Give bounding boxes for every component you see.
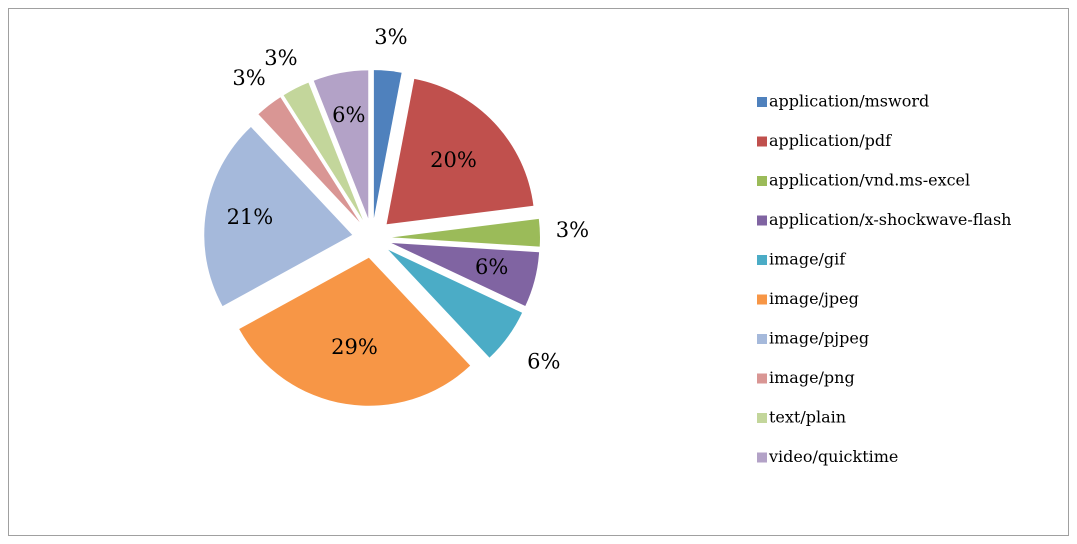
data-label: 6% bbox=[332, 103, 365, 127]
pie-slice bbox=[239, 257, 471, 406]
legend-swatch bbox=[757, 97, 767, 107]
legend-label: application/x-shockwave-flash bbox=[769, 210, 1011, 229]
legend-label: image/pjpeg bbox=[769, 329, 869, 348]
legend-label: text/plain bbox=[769, 408, 846, 427]
legend-swatch bbox=[757, 373, 767, 384]
data-label: 3% bbox=[232, 66, 265, 90]
pie-slice bbox=[391, 242, 540, 306]
data-label: 3% bbox=[264, 46, 297, 70]
data-label: 3% bbox=[374, 25, 407, 49]
data-label: 6% bbox=[475, 255, 508, 279]
legend-swatch bbox=[757, 255, 767, 265]
data-label: 21% bbox=[227, 205, 274, 229]
legend-label: image/png bbox=[769, 368, 855, 387]
pie-slice bbox=[388, 249, 523, 358]
chart-border bbox=[8, 8, 1069, 536]
pie-slice bbox=[258, 97, 360, 223]
legend-label: application/pdf bbox=[769, 131, 892, 150]
pie-slice bbox=[204, 126, 353, 307]
legend-swatch bbox=[757, 136, 767, 147]
legend-swatch bbox=[757, 413, 767, 423]
legend-swatch bbox=[757, 334, 767, 344]
pie-slice bbox=[373, 70, 402, 219]
legend-label: application/vnd.ms-excel bbox=[769, 171, 970, 190]
data-label: 29% bbox=[331, 335, 378, 359]
pie-slice bbox=[386, 78, 534, 225]
legend-label: application/msword bbox=[769, 92, 929, 111]
data-label: 6% bbox=[527, 349, 560, 373]
legend-swatch bbox=[757, 215, 767, 226]
pie-slice bbox=[313, 70, 369, 219]
pie-slice bbox=[391, 218, 540, 247]
data-label: 20% bbox=[430, 148, 477, 172]
legend-label: video/quicktime bbox=[768, 447, 898, 466]
legend-swatch bbox=[757, 294, 767, 305]
legend-label: image/gif bbox=[769, 250, 846, 269]
legend-swatch bbox=[757, 176, 767, 186]
legend-label: image/jpeg bbox=[769, 289, 859, 308]
legend-swatch bbox=[757, 452, 767, 463]
pie-slice bbox=[283, 82, 363, 221]
data-label: 3% bbox=[556, 218, 589, 242]
